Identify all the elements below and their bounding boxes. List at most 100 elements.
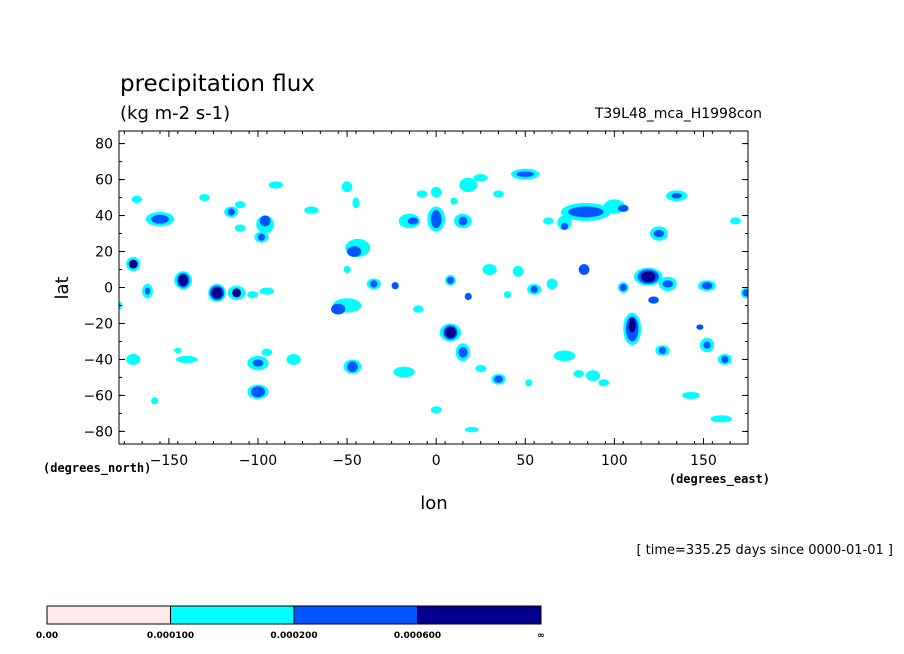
contour-cell [658, 346, 667, 355]
x-axis-label: lon [420, 493, 447, 514]
contour-cell [560, 222, 569, 230]
contour-cell [641, 271, 656, 283]
contour-cell [347, 246, 362, 257]
contour-cell [553, 350, 576, 362]
x-tick-label: 50 [516, 453, 534, 469]
contour-cell [568, 206, 604, 218]
contour-cell [701, 282, 713, 290]
contour-cell [721, 355, 729, 364]
y-tick-label: 80 [95, 137, 113, 153]
contour-cell [261, 348, 273, 356]
contour-cell [393, 366, 415, 378]
y-axis-label: lat [52, 276, 73, 299]
contour-cell [234, 201, 246, 209]
contour-cell [247, 291, 258, 299]
colorbar-label: 0.000100 [147, 631, 194, 641]
y-tick-label: −80 [83, 424, 113, 440]
contour-cell [430, 210, 442, 229]
contour-cell [176, 355, 198, 364]
contour-cell [578, 264, 590, 275]
colorbar-label: ∞ [537, 631, 545, 641]
contour-cell [211, 287, 223, 299]
contour-cell [259, 215, 271, 227]
contour-cell [696, 324, 704, 330]
contour-cell [730, 217, 741, 225]
contour-cell [445, 327, 456, 338]
contour-cell [268, 181, 283, 189]
chart-title: precipitation flux [120, 71, 315, 97]
contour-cell [710, 415, 732, 423]
contour-cell [482, 264, 497, 275]
colorbar-segment [46, 605, 171, 625]
contour-cell [458, 346, 468, 358]
contour-cell [671, 193, 683, 199]
contour-cell [352, 197, 360, 209]
chart-units: (kg m-2 s-1) [120, 103, 230, 124]
colorbar-segment [293, 605, 418, 625]
contour-cell [573, 370, 585, 378]
contour-cell [391, 282, 399, 290]
contour-cell [598, 379, 610, 387]
colorbar: 0.00 0.000100 0.000200 0.000600 ∞ [36, 605, 545, 641]
precipitation-contours [119, 168, 748, 433]
y-tick-label: −20 [83, 316, 113, 332]
contour-cell [234, 224, 246, 232]
contour-cell [446, 276, 454, 284]
contour-cell [304, 206, 319, 214]
x-tick-label: 150 [690, 453, 717, 469]
y-tick-label: −60 [83, 388, 113, 404]
contour-cell [546, 278, 558, 290]
contour-cell [475, 364, 487, 373]
contour-cell [174, 347, 182, 354]
contour-cell [343, 265, 351, 274]
axis-ticks: −150 −100 −50 0 50 100 150 80 60 40 20 0 −20 −40 −60 −8… [83, 131, 749, 469]
contour-cell [227, 208, 235, 216]
contour-cell [250, 386, 266, 398]
contour-cell [407, 217, 419, 225]
time-label: [ time=335.25 days since 0000-01-01 ] [636, 543, 893, 558]
contour-cell [178, 274, 188, 286]
contour-cell [494, 375, 503, 383]
contour-cell [331, 303, 346, 315]
contour-cell [430, 186, 442, 198]
y-tick-label: 60 [95, 173, 113, 189]
x-unit-label: (degrees_east) [669, 472, 770, 487]
contour-cell [503, 291, 512, 299]
contour-cell [199, 193, 210, 202]
contour-cell [450, 197, 458, 205]
contour-cell [682, 391, 700, 400]
colorbar-label: 0.00 [36, 631, 58, 641]
contour-cell [617, 204, 629, 212]
run-label: T39L48_mca_H1998con [594, 106, 762, 122]
colorbar-segment [170, 605, 295, 625]
contour-cell [257, 233, 266, 241]
contour-cell [341, 181, 353, 193]
contour-cell [628, 318, 636, 333]
contour-cell [458, 216, 468, 226]
contour-cell [459, 177, 478, 193]
contour-cell [742, 289, 748, 297]
contour-cell [493, 190, 504, 198]
contour-cell [128, 259, 138, 269]
contour-cell [151, 397, 159, 405]
contour-cell [144, 287, 151, 295]
y-tick-label: 0 [104, 281, 113, 297]
contour-cell [131, 195, 143, 203]
y-tick-label: −40 [83, 352, 113, 368]
contour-cell [259, 287, 275, 295]
contour-cell [232, 288, 242, 298]
contour-cell [648, 296, 659, 304]
contour-cell [512, 265, 524, 277]
contour-cell [151, 214, 169, 224]
x-tick-label: −150 [150, 453, 188, 469]
contour-cell [473, 174, 488, 182]
y-tick-label: 20 [95, 245, 113, 261]
x-tick-label: 100 [601, 453, 628, 469]
y-unit-label: (degrees_north) [43, 461, 151, 476]
contour-cell [516, 171, 535, 177]
contour-cell [370, 280, 378, 288]
colorbar-label: 0.000600 [394, 631, 441, 641]
contour-cell [585, 370, 601, 382]
contour-cell [464, 292, 472, 301]
